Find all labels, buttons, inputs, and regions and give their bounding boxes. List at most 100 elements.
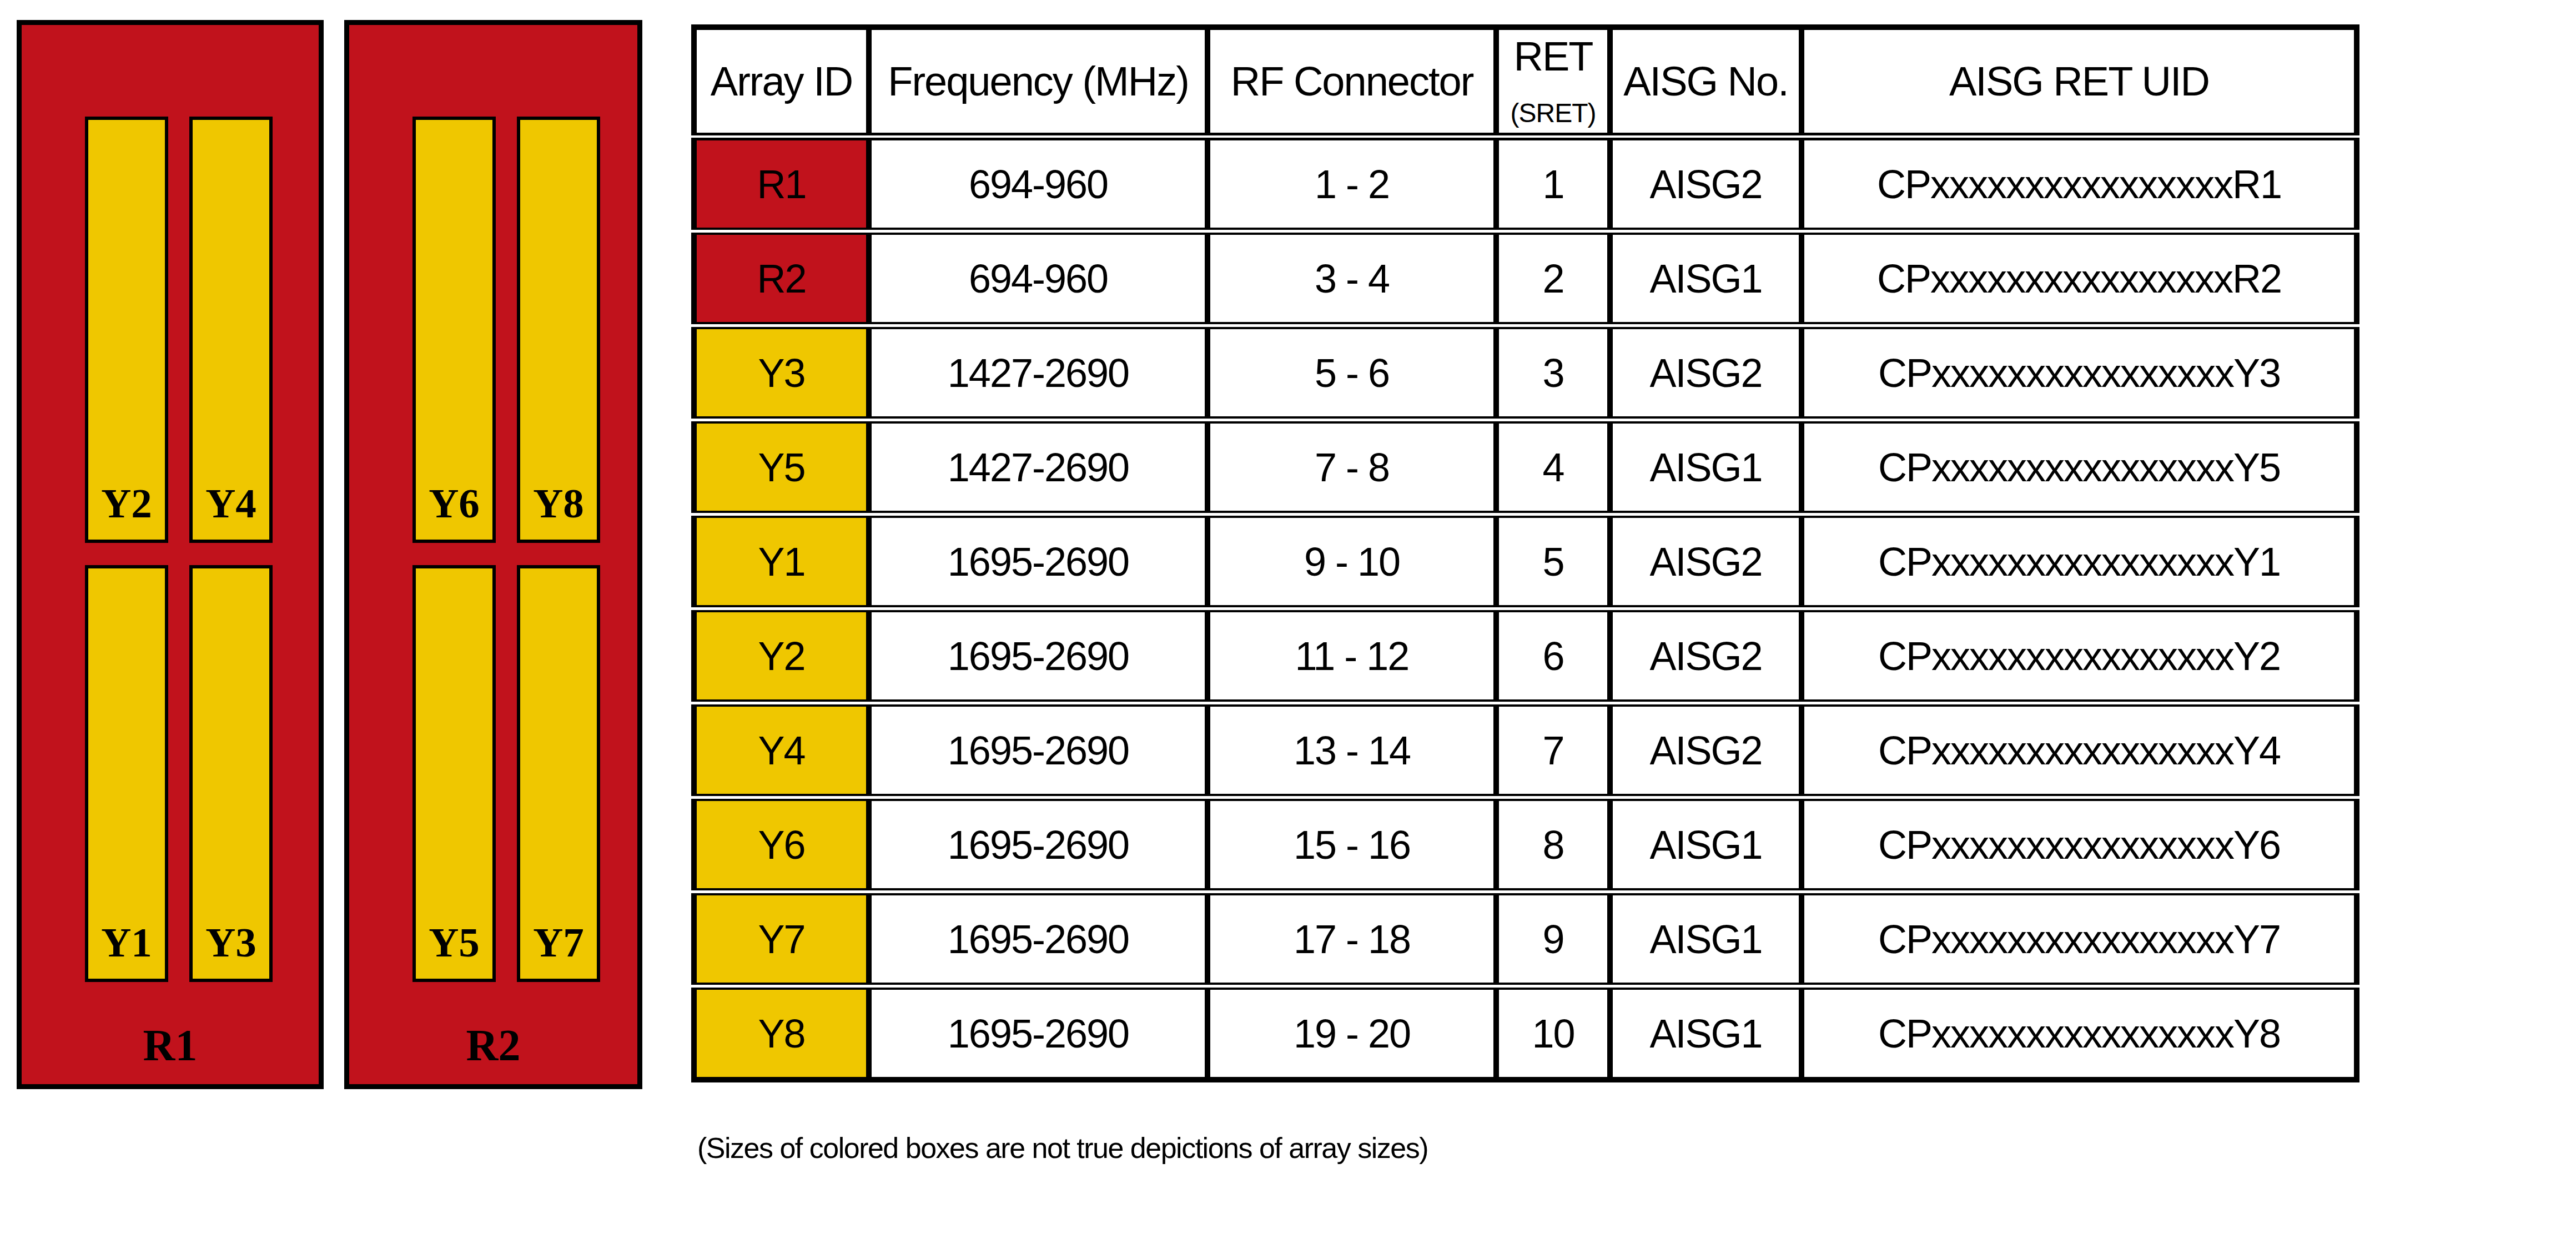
cell-ret: 4 [1496,420,1610,515]
cell-array-id: R1 [694,137,869,231]
cell-array-id: Y2 [694,609,869,703]
cell-frequency: 1695-2690 [869,798,1208,892]
cell-array-id: Y3 [694,326,869,420]
cell-rf-connector: 15 - 16 [1208,798,1496,892]
cell-aisg-ret-uid: CPxxxxxxxxxxxxxxxxY5 [1802,420,2357,515]
table-row: Y2 1695-2690 11 - 12 6 AISG2 CPxxxxxxxxx… [694,609,2357,703]
cell-array-id: Y6 [694,798,869,892]
cell-ret: 1 [1496,137,1610,231]
cell-aisg-ret-uid: CPxxxxxxxxxxxxxxxxR1 [1802,137,2357,231]
cell-aisg-ret-uid: CPxxxxxxxxxxxxxxxxY6 [1802,798,2357,892]
table-row: Y8 1695-2690 19 - 20 10 AISG1 CPxxxxxxxx… [694,986,2357,1080]
table-row: Y4 1695-2690 13 - 14 7 AISG2 CPxxxxxxxxx… [694,703,2357,798]
table-row: Y6 1695-2690 15 - 16 8 AISG1 CPxxxxxxxxx… [694,798,2357,892]
cell-rf-connector: 19 - 20 [1208,986,1496,1080]
cell-aisg-no: AISG1 [1610,798,1802,892]
cell-aisg-ret-uid: CPxxxxxxxxxxxxxxxxY7 [1802,892,2357,986]
ret-spec-table: Array ID Frequency (MHz) RF Connector RE… [691,24,2359,1082]
cell-aisg-no: AISG2 [1610,703,1802,798]
array-bar-y7: Y7 [517,565,600,982]
panel-label-r2: R2 [349,1023,637,1067]
array-bar-y5: Y5 [412,565,496,982]
table-row: Y7 1695-2690 17 - 18 9 AISG1 CPxxxxxxxxx… [694,892,2357,986]
header-rf-connector: RF Connector [1208,27,1496,137]
cell-aisg-ret-uid: CPxxxxxxxxxxxxxxxxY8 [1802,986,2357,1080]
cell-array-id: Y8 [694,986,869,1080]
page: Y2 Y4 Y1 Y3 R1 Y6 Y8 Y5 Y7 R2 [0,0,2576,1259]
header-aisg-no: AISG No. [1610,27,1802,137]
cell-frequency: 694-960 [869,231,1208,326]
cell-frequency: 1695-2690 [869,703,1208,798]
array-bar-label: Y2 [88,482,165,524]
cell-aisg-no: AISG2 [1610,326,1802,420]
cell-ret: 7 [1496,703,1610,798]
cell-aisg-ret-uid: CPxxxxxxxxxxxxxxxxY2 [1802,609,2357,703]
cell-rf-connector: 13 - 14 [1208,703,1496,798]
table-row: Y5 1427-2690 7 - 8 4 AISG1 CPxxxxxxxxxxx… [694,420,2357,515]
cell-frequency: 1695-2690 [869,986,1208,1080]
cell-frequency: 1427-2690 [869,326,1208,420]
array-bar-label: Y7 [520,921,597,963]
cell-ret: 3 [1496,326,1610,420]
cell-ret: 8 [1496,798,1610,892]
cell-ret: 9 [1496,892,1610,986]
cell-rf-connector: 7 - 8 [1208,420,1496,515]
header-ret: RET (SRET) [1496,27,1610,137]
cell-aisg-ret-uid: CPxxxxxxxxxxxxxxxxY1 [1802,515,2357,609]
header-ret-main: RET [1514,35,1593,78]
cell-aisg-no: AISG1 [1610,986,1802,1080]
cell-aisg-ret-uid: CPxxxxxxxxxxxxxxxxY4 [1802,703,2357,798]
array-panel-r1: Y2 Y4 Y1 Y3 R1 [17,20,324,1089]
cell-rf-connector: 9 - 10 [1208,515,1496,609]
array-bar-label: Y6 [416,482,492,524]
size-disclaimer-caption: (Sizes of colored boxes are not true dep… [697,1131,1428,1165]
cell-rf-connector: 5 - 6 [1208,326,1496,420]
header-aisg-ret-uid: AISG RET UID [1802,27,2357,137]
cell-aisg-no: AISG1 [1610,231,1802,326]
cell-frequency: 694-960 [869,137,1208,231]
header-row: Array ID Frequency (MHz) RF Connector RE… [694,27,2357,137]
cell-rf-connector: 11 - 12 [1208,609,1496,703]
cell-array-id: Y5 [694,420,869,515]
cell-frequency: 1695-2690 [869,609,1208,703]
header-ret-sub: (SRET) [1511,99,1596,127]
cell-array-id: Y1 [694,515,869,609]
cell-aisg-no: AISG2 [1610,137,1802,231]
table-row: R2 694-960 3 - 4 2 AISG1 CPxxxxxxxxxxxxx… [694,231,2357,326]
cell-ret: 6 [1496,609,1610,703]
array-bar-label: Y5 [416,921,492,963]
table-row: Y1 1695-2690 9 - 10 5 AISG2 CPxxxxxxxxxx… [694,515,2357,609]
header-array-id: Array ID [694,27,869,137]
cell-rf-connector: 1 - 2 [1208,137,1496,231]
cell-ret: 10 [1496,986,1610,1080]
cell-aisg-no: AISG1 [1610,892,1802,986]
array-panel-r2: Y6 Y8 Y5 Y7 R2 [344,20,642,1089]
cell-array-id: Y7 [694,892,869,986]
header-frequency: Frequency (MHz) [869,27,1208,137]
array-bar-y4: Y4 [189,117,273,543]
array-bar-y6: Y6 [412,117,496,543]
cell-aisg-no: AISG2 [1610,515,1802,609]
array-bar-y2: Y2 [85,117,168,543]
cell-rf-connector: 17 - 18 [1208,892,1496,986]
cell-aisg-no: AISG2 [1610,609,1802,703]
array-bar-y1: Y1 [85,565,168,982]
cell-array-id: R2 [694,231,869,326]
cell-frequency: 1695-2690 [869,515,1208,609]
cell-array-id: Y4 [694,703,869,798]
table-row: R1 694-960 1 - 2 1 AISG2 CPxxxxxxxxxxxxx… [694,137,2357,231]
array-bar-label: Y4 [193,482,269,524]
array-bar-y3: Y3 [189,565,273,982]
cell-ret: 5 [1496,515,1610,609]
cell-aisg-ret-uid: CPxxxxxxxxxxxxxxxxY3 [1802,326,2357,420]
array-bar-y8: Y8 [517,117,600,543]
cell-rf-connector: 3 - 4 [1208,231,1496,326]
cell-aisg-no: AISG1 [1610,420,1802,515]
panel-label-r1: R1 [22,1023,319,1067]
cell-aisg-ret-uid: CPxxxxxxxxxxxxxxxxR2 [1802,231,2357,326]
table-body: R1 694-960 1 - 2 1 AISG2 CPxxxxxxxxxxxxx… [694,137,2357,1080]
array-bar-label: Y8 [520,482,597,524]
cell-frequency: 1427-2690 [869,420,1208,515]
cell-ret: 2 [1496,231,1610,326]
array-bar-label: Y3 [193,921,269,963]
